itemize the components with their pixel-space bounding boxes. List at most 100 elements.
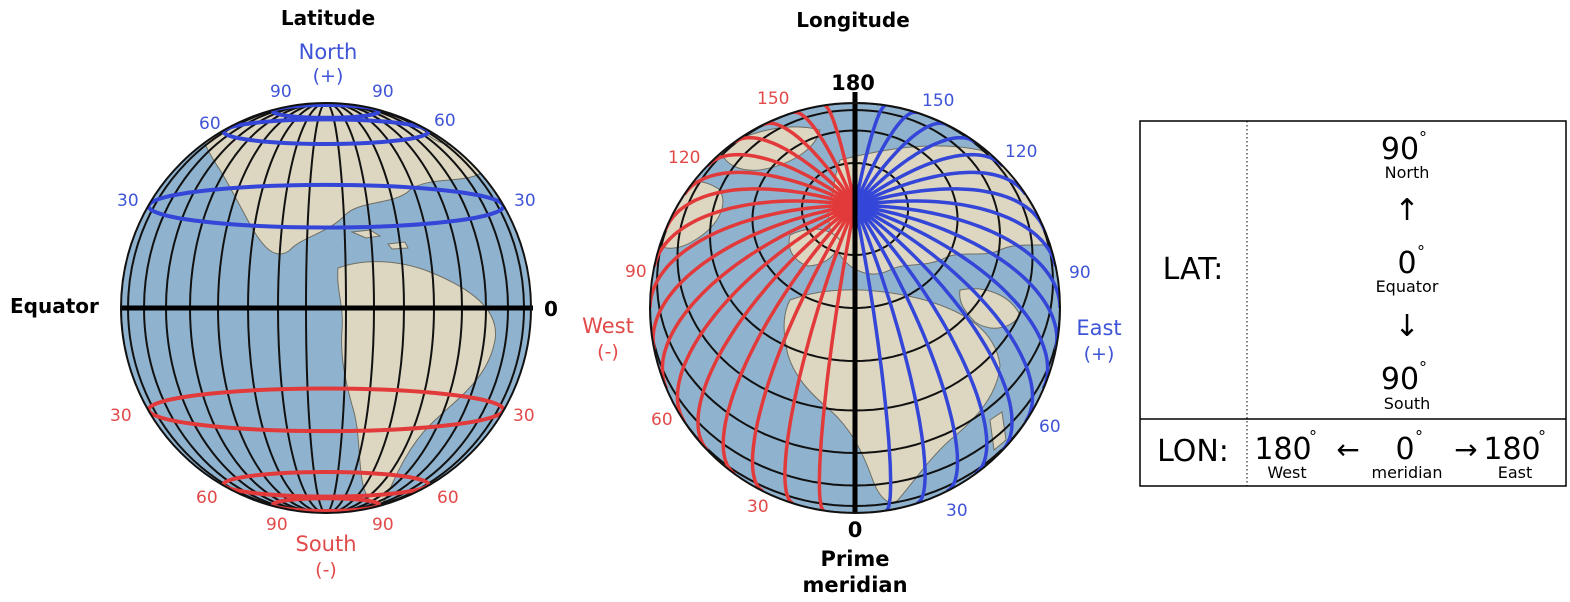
lon-label-e60: 60 xyxy=(1039,417,1061,437)
lat-north-value: 90 xyxy=(1381,132,1419,167)
lat-label-s90-left: 90 xyxy=(266,515,288,535)
east-meridian-line xyxy=(854,203,1035,423)
lat-label-s60-left: 60 xyxy=(196,488,218,508)
lat-label-n60-left: 60 xyxy=(199,114,221,134)
lon-label-w120: 120 xyxy=(668,148,700,168)
west-meridian-line xyxy=(792,110,857,207)
lon-meridian-name: meridian xyxy=(1372,463,1443,482)
west-meridian-line xyxy=(750,204,857,493)
lon-label-w30: 30 xyxy=(747,497,769,517)
south-america-land xyxy=(337,261,497,505)
east-meridian-line xyxy=(853,110,918,207)
longitude-0-label: 0 xyxy=(848,518,863,542)
latitude-south-labels: 30 30 60 60 90 90 xyxy=(110,406,535,535)
prime-label: Prime xyxy=(820,547,889,571)
east-meridian-line xyxy=(853,204,1014,452)
latitude-globe: Latitude North (+) Eq xyxy=(10,6,558,581)
lon-label-e120: 120 xyxy=(1005,142,1037,162)
east-meridian-line xyxy=(854,203,1060,309)
longitude-meridians xyxy=(650,103,1060,513)
west-meridian-line xyxy=(721,204,857,476)
lon-label-e90: 90 xyxy=(1069,263,1091,283)
lon-east-name: East xyxy=(1498,463,1533,482)
east-meridian-line xyxy=(854,187,1047,232)
lat-label-s30-right: 30 xyxy=(513,406,535,426)
lat-label-n30-right: 30 xyxy=(514,191,536,211)
west-meridian-line xyxy=(733,135,857,207)
lat-row-label: LAT: xyxy=(1163,252,1224,287)
lat-south-name: South xyxy=(1384,394,1431,413)
lon-label-e150: 150 xyxy=(922,91,954,111)
longitude-globe: Longitude 180 0 Prime meridian W xyxy=(582,8,1121,597)
longitude-west-labels: 150 120 90 60 30 xyxy=(625,89,789,517)
west-meridian-line xyxy=(650,203,856,309)
coordinate-table: LAT: LON: 90 ° North ↑ 0 ° Equator ↓ 90 … xyxy=(1139,120,1567,487)
lat-equator-value: 0 xyxy=(1397,246,1416,281)
west-meridian-line xyxy=(682,170,856,208)
east-meridian-line xyxy=(853,152,1004,207)
lat-label-s90-right: 90 xyxy=(372,515,394,535)
lat-south-degree: ° xyxy=(1419,358,1427,377)
west-meridian-line xyxy=(660,203,856,390)
north-sign-label: (+) xyxy=(313,65,344,87)
lat-label-n60-right: 60 xyxy=(434,111,456,131)
east-label: East xyxy=(1076,316,1121,340)
east-meridian-line xyxy=(854,199,1058,268)
east-sign-label: (+) xyxy=(1084,343,1115,365)
arrow-up: ↑ xyxy=(1394,193,1419,228)
east-meridian-line xyxy=(853,121,948,207)
lon-meridian-value: 0 xyxy=(1395,432,1414,467)
arrow-down: ↓ xyxy=(1394,309,1419,344)
south-sign-label: (-) xyxy=(315,559,337,581)
lat-label-n30-left: 30 xyxy=(117,191,139,211)
east-meridian-line xyxy=(853,103,887,206)
lat-label-n90-left: 90 xyxy=(270,82,292,102)
lon-label-w90: 90 xyxy=(625,262,647,282)
north-parallel-line xyxy=(270,103,382,120)
table-border xyxy=(1139,120,1567,487)
lon-east-value: 180 xyxy=(1483,432,1540,467)
east-meridian-line xyxy=(853,135,977,207)
lat-label-n90-right: 90 xyxy=(372,82,394,102)
lon-label-w150: 150 xyxy=(757,89,789,109)
lat-equator-name: Equator xyxy=(1376,277,1439,296)
lon-west-degree: ° xyxy=(1309,427,1317,446)
west-meridian-line xyxy=(651,203,856,350)
latitude-title: Latitude xyxy=(281,6,375,30)
lat-label-s30-left: 30 xyxy=(110,406,132,426)
latitude-north-labels: 90 90 60 60 30 30 xyxy=(117,82,536,211)
east-meridian-line xyxy=(853,204,960,493)
south-parallel-line xyxy=(270,496,382,513)
lon-row-label: LON: xyxy=(1157,434,1229,469)
west-label: West xyxy=(582,314,634,338)
lat-north-name: North xyxy=(1385,163,1430,182)
longitude-title: Longitude xyxy=(796,8,910,32)
west-meridian-line xyxy=(706,152,857,207)
meridian-label: meridian xyxy=(802,573,907,597)
lon-west-name: West xyxy=(1267,463,1306,482)
west-meridian-line xyxy=(663,187,856,232)
arrow-left: ← xyxy=(1336,433,1359,466)
west-meridian-line xyxy=(783,204,857,505)
equator-zero-label: 0 xyxy=(544,297,558,321)
lat-label-s60-right: 60 xyxy=(437,488,459,508)
lon-east-degree: ° xyxy=(1538,427,1546,446)
lat-equator-degree: ° xyxy=(1417,242,1425,261)
west-meridian-line xyxy=(762,121,857,207)
east-meridian-line xyxy=(853,204,927,505)
east-meridian-line xyxy=(854,170,1028,208)
north-label: North xyxy=(299,40,358,64)
lon-label-w60: 60 xyxy=(651,410,673,430)
west-meridian-line xyxy=(823,103,857,206)
lon-meridian-degree: ° xyxy=(1415,427,1423,446)
lon-label-e30: 30 xyxy=(946,501,968,521)
lat-south-value: 90 xyxy=(1381,362,1419,397)
lon-west-value: 180 xyxy=(1254,432,1311,467)
longitude-180-label: 180 xyxy=(831,71,875,95)
west-meridian-line xyxy=(652,199,856,268)
east-meridian-line xyxy=(854,203,1050,390)
longitude-east-labels: 150 120 90 60 30 xyxy=(922,91,1091,521)
equator-label: Equator xyxy=(10,294,99,318)
east-meridian-line xyxy=(853,204,989,476)
east-meridian-line xyxy=(853,205,893,513)
